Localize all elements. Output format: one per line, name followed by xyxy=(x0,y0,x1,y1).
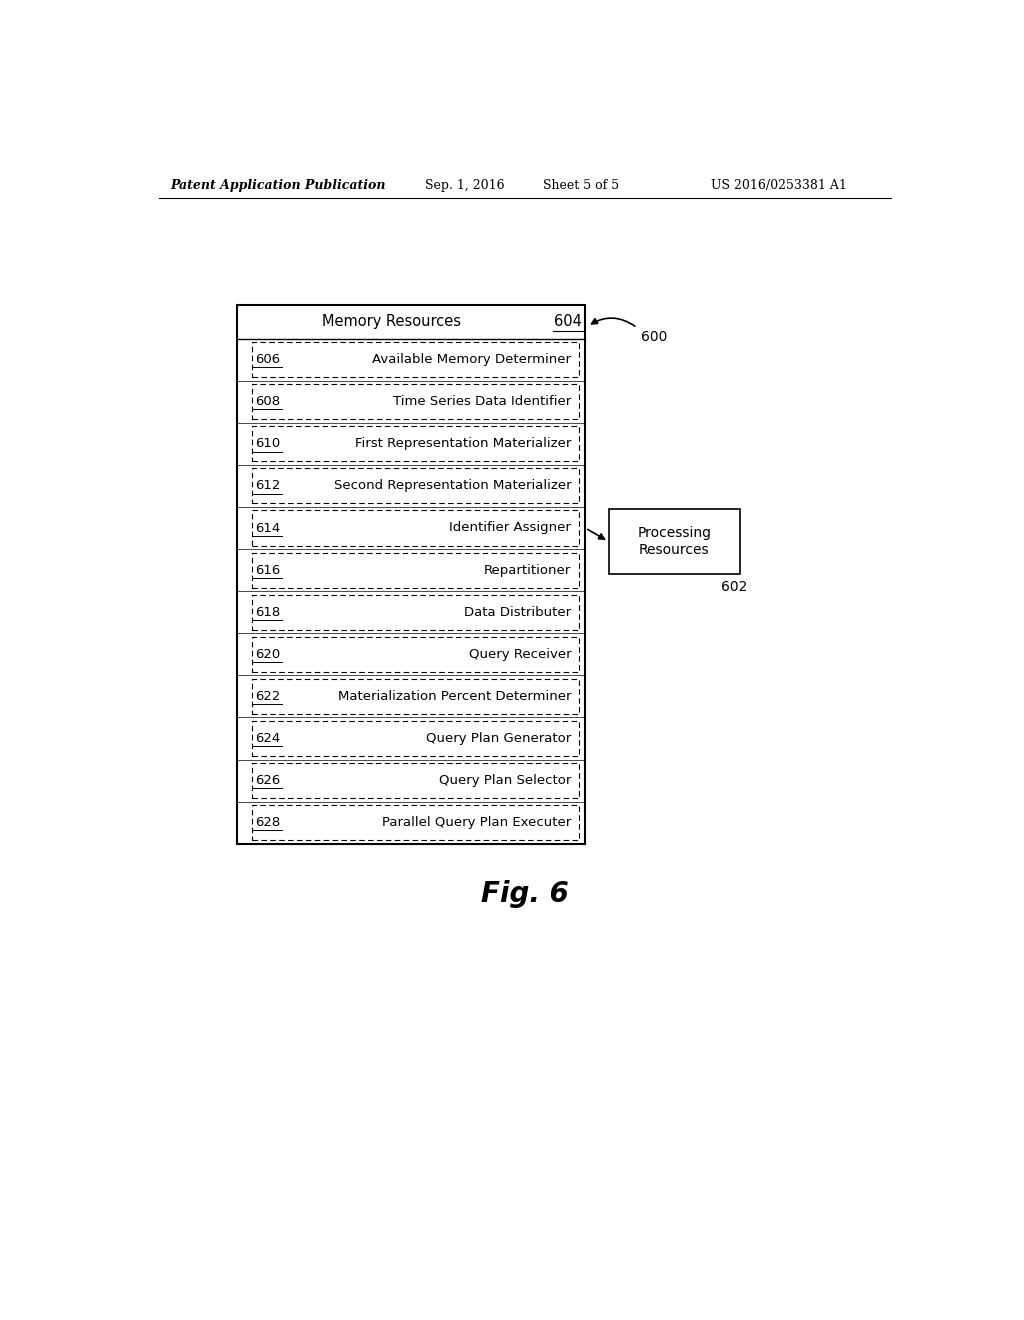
Text: 618: 618 xyxy=(255,606,281,619)
Text: 614: 614 xyxy=(255,521,281,535)
Text: Memory Resources: Memory Resources xyxy=(322,314,461,329)
Text: 628: 628 xyxy=(255,816,281,829)
Text: 612: 612 xyxy=(255,479,281,492)
Text: Repartitioner: Repartitioner xyxy=(484,564,571,577)
Bar xyxy=(252,805,579,841)
Bar xyxy=(252,678,579,714)
Text: 604: 604 xyxy=(554,314,582,329)
Bar xyxy=(252,426,579,462)
Bar xyxy=(252,636,579,672)
Text: 624: 624 xyxy=(255,733,281,744)
Bar xyxy=(252,594,579,630)
Bar xyxy=(608,508,740,574)
Bar xyxy=(252,469,579,503)
Text: Sep. 1, 2016: Sep. 1, 2016 xyxy=(425,178,505,191)
Text: 600: 600 xyxy=(641,330,668,345)
Text: Processing
Resources: Processing Resources xyxy=(637,527,712,557)
Text: Sheet 5 of 5: Sheet 5 of 5 xyxy=(544,178,620,191)
Text: 602: 602 xyxy=(721,579,748,594)
Text: 606: 606 xyxy=(255,354,280,366)
Bar xyxy=(252,763,579,799)
Text: US 2016/0253381 A1: US 2016/0253381 A1 xyxy=(711,178,847,191)
Text: First Representation Materializer: First Representation Materializer xyxy=(355,437,571,450)
Text: Patent Application Publication: Patent Application Publication xyxy=(171,178,386,191)
Bar xyxy=(237,305,586,843)
Bar xyxy=(252,721,579,756)
Bar xyxy=(252,511,579,545)
Text: 626: 626 xyxy=(255,774,281,787)
Text: 620: 620 xyxy=(255,648,281,661)
Text: 608: 608 xyxy=(255,395,280,408)
Text: Query Receiver: Query Receiver xyxy=(469,648,571,661)
Text: Materialization Percent Determiner: Materialization Percent Determiner xyxy=(338,690,571,702)
Text: Fig. 6: Fig. 6 xyxy=(481,879,568,908)
Text: 616: 616 xyxy=(255,564,281,577)
Bar xyxy=(252,384,579,420)
Text: Identifier Assigner: Identifier Assigner xyxy=(450,521,571,535)
Text: Query Plan Generator: Query Plan Generator xyxy=(426,733,571,744)
Text: Parallel Query Plan Executer: Parallel Query Plan Executer xyxy=(382,816,571,829)
Bar xyxy=(252,342,579,378)
Bar xyxy=(252,553,579,587)
Text: Data Distributer: Data Distributer xyxy=(464,606,571,619)
Text: Available Memory Determiner: Available Memory Determiner xyxy=(373,354,571,366)
Text: Query Plan Selector: Query Plan Selector xyxy=(439,774,571,787)
Text: 622: 622 xyxy=(255,690,281,702)
Text: Time Series Data Identifier: Time Series Data Identifier xyxy=(393,395,571,408)
Text: 610: 610 xyxy=(255,437,281,450)
Text: Second Representation Materializer: Second Representation Materializer xyxy=(334,479,571,492)
